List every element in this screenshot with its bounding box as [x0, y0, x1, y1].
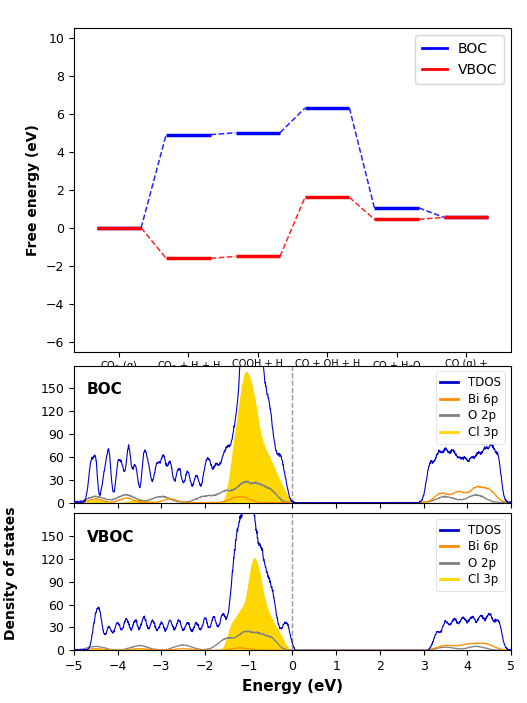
- Text: BOC: BOC: [87, 382, 123, 397]
- Text: Density of states: Density of states: [4, 506, 17, 640]
- Legend: TDOS, Bi 6p, O 2p, Cl 3p: TDOS, Bi 6p, O 2p, Cl 3p: [436, 371, 505, 444]
- X-axis label: Energy (eV): Energy (eV): [242, 678, 343, 694]
- Y-axis label: Free energy (eV): Free energy (eV): [26, 124, 40, 256]
- Legend: BOC, VBOC: BOC, VBOC: [415, 35, 504, 84]
- Text: VBOC: VBOC: [87, 529, 134, 545]
- X-axis label: Reaction coordinate: Reaction coordinate: [206, 390, 379, 405]
- Legend: TDOS, Bi 6p, O 2p, Cl 3p: TDOS, Bi 6p, O 2p, Cl 3p: [436, 519, 505, 591]
